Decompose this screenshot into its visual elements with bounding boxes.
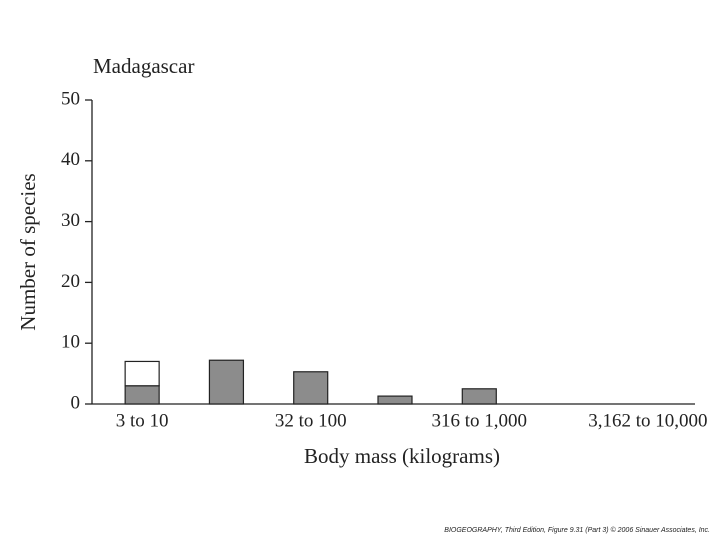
x-axis-label: Body mass (kilograms) bbox=[304, 444, 500, 468]
y-tick-label: 0 bbox=[71, 392, 81, 413]
y-tick-label: 50 bbox=[61, 88, 80, 109]
bar bbox=[124, 385, 160, 405]
x-tick-label: 3 to 10 bbox=[116, 410, 169, 431]
y-tick-label: 10 bbox=[61, 332, 80, 353]
bar bbox=[377, 395, 413, 405]
bar bbox=[208, 359, 245, 405]
y-axis-label: Number of species bbox=[16, 173, 40, 330]
bar bbox=[293, 371, 329, 405]
y-tick-label: 20 bbox=[61, 271, 80, 292]
bar bbox=[124, 360, 160, 387]
chart-title: Madagascar bbox=[93, 54, 194, 78]
x-tick-label: 32 to 100 bbox=[275, 410, 347, 431]
x-tick-label: 3,162 to 10,000 bbox=[588, 410, 707, 431]
footer: BIOGEOGRAPHY, Third Edition, Figure 9.31… bbox=[444, 526, 710, 534]
y-tick-label: 40 bbox=[61, 149, 80, 170]
x-tick-label: 316 to 1,000 bbox=[432, 410, 528, 431]
bar bbox=[461, 388, 497, 405]
y-tick-label: 30 bbox=[61, 210, 80, 231]
